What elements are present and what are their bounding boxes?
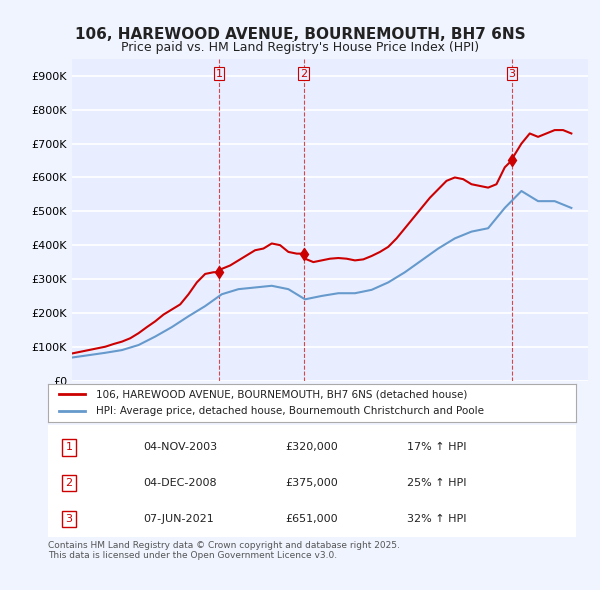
Text: 106, HAREWOOD AVENUE, BOURNEMOUTH, BH7 6NS: 106, HAREWOOD AVENUE, BOURNEMOUTH, BH7 6… [74, 27, 526, 41]
Text: 17% ↑ HPI: 17% ↑ HPI [407, 442, 467, 452]
Text: 1: 1 [65, 442, 73, 452]
Text: 2: 2 [65, 478, 73, 488]
Text: Contains HM Land Registry data © Crown copyright and database right 2025.
This d: Contains HM Land Registry data © Crown c… [48, 541, 400, 560]
Text: 04-NOV-2003: 04-NOV-2003 [143, 442, 217, 452]
Text: 3: 3 [65, 514, 73, 524]
Text: 25% ↑ HPI: 25% ↑ HPI [407, 478, 467, 488]
Text: £375,000: £375,000 [286, 478, 338, 488]
Text: 3: 3 [508, 68, 515, 78]
Text: Price paid vs. HM Land Registry's House Price Index (HPI): Price paid vs. HM Land Registry's House … [121, 41, 479, 54]
Text: £651,000: £651,000 [286, 514, 338, 524]
Text: 32% ↑ HPI: 32% ↑ HPI [407, 514, 467, 524]
Text: 07-JUN-2021: 07-JUN-2021 [143, 514, 214, 524]
Text: HPI: Average price, detached house, Bournemouth Christchurch and Poole: HPI: Average price, detached house, Bour… [95, 406, 484, 416]
Text: 106, HAREWOOD AVENUE, BOURNEMOUTH, BH7 6NS (detached house): 106, HAREWOOD AVENUE, BOURNEMOUTH, BH7 6… [95, 389, 467, 399]
Text: 1: 1 [215, 68, 223, 78]
Text: £320,000: £320,000 [286, 442, 338, 452]
Text: 04-DEC-2008: 04-DEC-2008 [143, 478, 217, 488]
Text: 2: 2 [300, 68, 307, 78]
